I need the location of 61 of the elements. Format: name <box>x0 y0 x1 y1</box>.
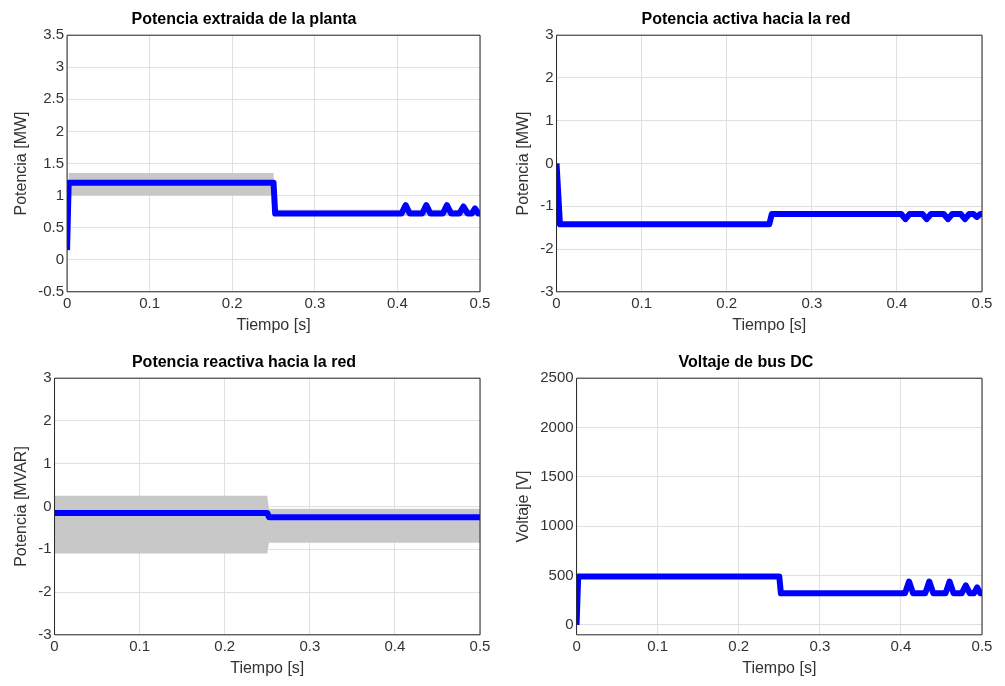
x-tick-label: 0.5 <box>971 636 993 654</box>
x-tick-label: 0.1 <box>129 636 151 654</box>
y-tick-label: 0 <box>55 249 65 267</box>
y-tick-label: 0 <box>545 153 554 171</box>
chart-title: Potencia activa hacia la red <box>641 10 851 28</box>
x-tick-label: 0.3 <box>801 293 823 311</box>
y-tick-label: 1.5 <box>43 153 65 171</box>
y-tick-label: 2 <box>43 411 52 429</box>
x-tick-label: 0.3 <box>809 636 831 654</box>
y-tick-label: 2.5 <box>43 89 65 107</box>
x-tick-label: 0.2 <box>221 293 243 311</box>
x-tick-label: 0.4 <box>886 293 908 311</box>
x-tick-label: 0.2 <box>214 636 236 654</box>
y-axis-title: Potencia [MW] <box>514 111 532 216</box>
y-tick-label: -1 <box>540 196 554 214</box>
y-tick-label: 3 <box>43 368 52 386</box>
y-tick-label: 3.5 <box>43 25 65 43</box>
y-tick-label: 1 <box>55 185 65 203</box>
x-tick-label: 0.1 <box>647 636 669 654</box>
y-axis-title: Potencia [MVAR] <box>12 446 30 567</box>
x-tick-label: 0.3 <box>299 636 321 654</box>
x-tick-label: 0.1 <box>139 293 161 311</box>
x-axis-title: Tiempo [s] <box>732 315 807 333</box>
y-tick-label: 1 <box>43 453 52 471</box>
y-tick-label: 2000 <box>540 417 574 435</box>
y-tick-label: 1 <box>545 110 554 128</box>
y-axis-title: Potencia [MW] <box>12 111 30 216</box>
y-tick-label: 500 <box>548 565 574 583</box>
x-tick-label: 0.4 <box>890 636 912 654</box>
y-tick-label: 2 <box>545 68 554 86</box>
x-tick-label: 0.3 <box>304 293 326 311</box>
x-tick-label: 0.2 <box>728 636 750 654</box>
chart-title: Voltaje de bus DC <box>678 353 814 371</box>
x-axis-title: Tiempo [s] <box>236 315 311 333</box>
x-tick-label: 0.5 <box>469 636 491 654</box>
x-tick-label: 0.5 <box>971 293 993 311</box>
y-tick-label: -2 <box>540 239 554 257</box>
y-tick-label: 0 <box>565 615 574 633</box>
y-tick-label: 3 <box>545 25 554 43</box>
y-axis-title: Voltaje [V] <box>514 470 532 543</box>
x-tick-label: 0.4 <box>384 636 406 654</box>
y-tick-label: -2 <box>38 582 52 600</box>
y-tick-label: -3 <box>38 624 52 642</box>
y-tick-label: 1000 <box>540 516 574 534</box>
y-tick-label: 0.5 <box>43 217 65 235</box>
y-tick-label: -3 <box>540 281 554 299</box>
y-tick-label: -1 <box>38 539 52 557</box>
y-tick-label: 2500 <box>540 368 574 386</box>
x-tick-label: 0.2 <box>716 293 738 311</box>
y-tick-label: 2 <box>55 121 65 139</box>
x-tick-label: 0.5 <box>469 293 491 311</box>
x-tick-label: 0.4 <box>386 293 408 311</box>
y-tick-label: 3 <box>55 57 65 75</box>
x-axis-title: Tiempo [s] <box>742 658 817 676</box>
x-axis-title: Tiempo [s] <box>230 658 305 676</box>
y-tick-label: -0.5 <box>38 281 65 299</box>
y-tick-label: 0 <box>43 496 52 514</box>
chart-title: Potencia reactiva hacia la red <box>131 353 357 371</box>
x-tick-label: 0.1 <box>631 293 653 311</box>
y-tick-label: 1500 <box>540 467 574 485</box>
chart-title: Potencia extraida de la planta <box>131 10 357 28</box>
